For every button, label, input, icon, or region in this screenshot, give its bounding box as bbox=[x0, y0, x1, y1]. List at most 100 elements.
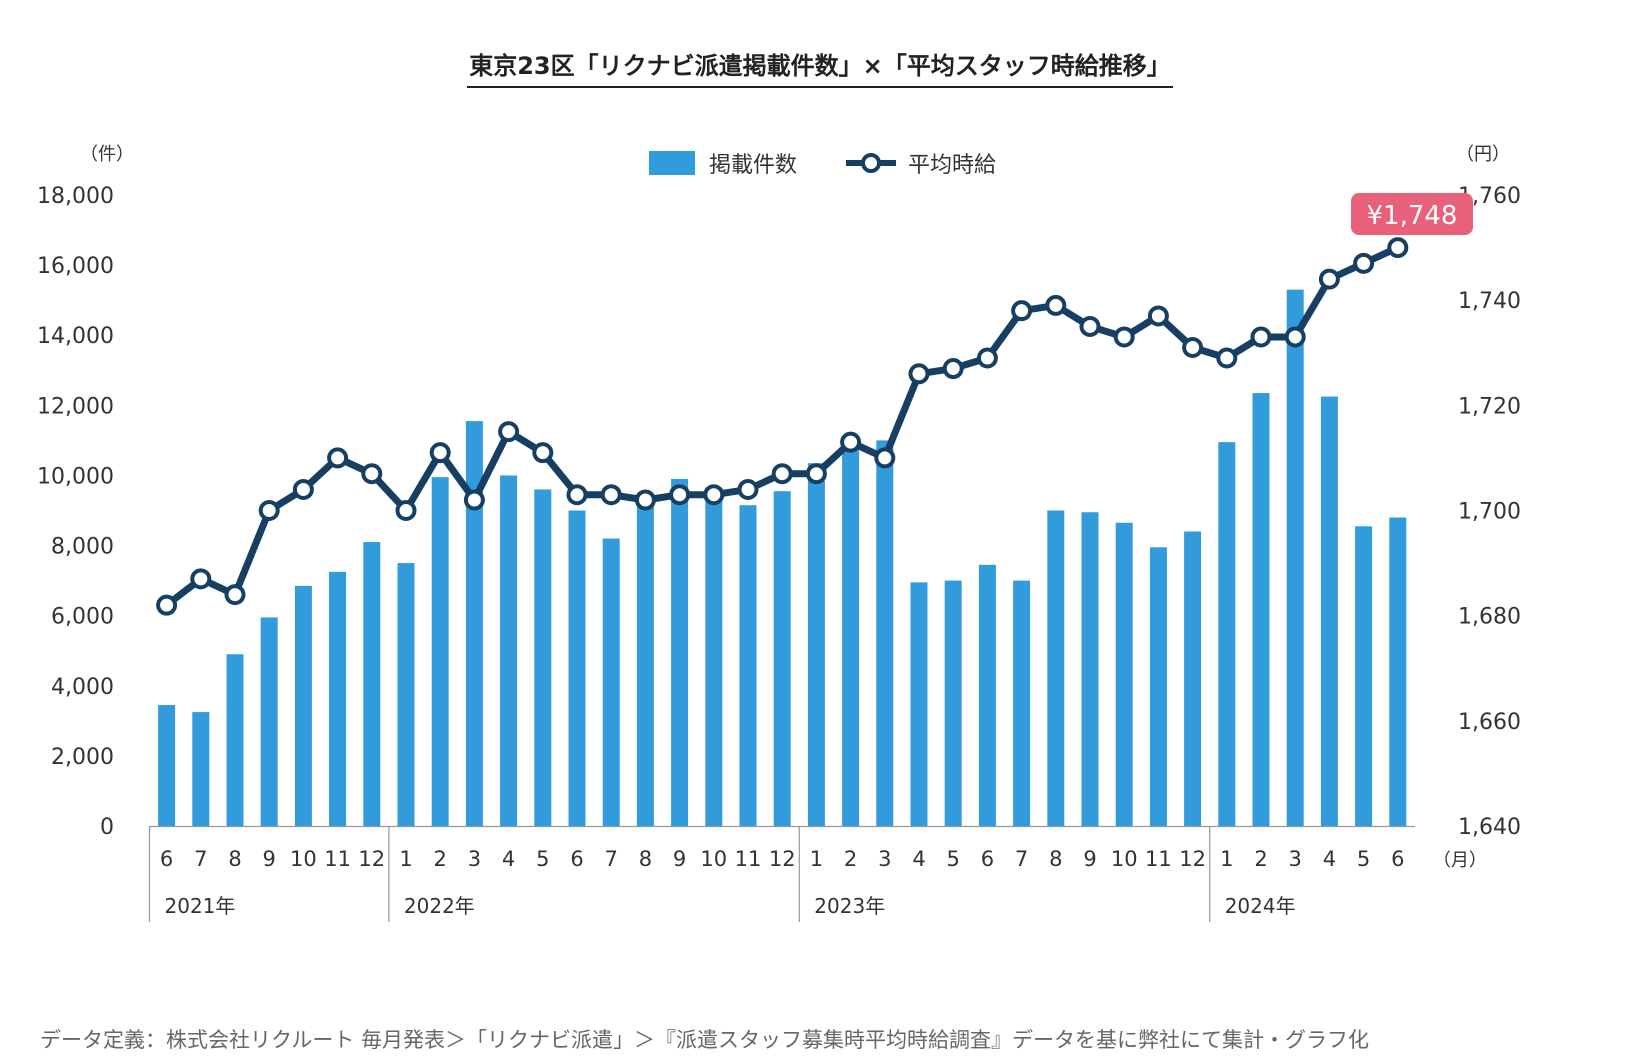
bar bbox=[397, 563, 415, 826]
month-label: 6 bbox=[981, 847, 994, 871]
line-point bbox=[634, 489, 656, 511]
x-axis-unit: （月） bbox=[1433, 850, 1487, 871]
bar bbox=[910, 582, 928, 826]
bar bbox=[1218, 442, 1236, 826]
left-tick-label: 2,000 bbox=[51, 745, 114, 770]
month-label: 12 bbox=[1179, 847, 1206, 871]
callout-box bbox=[1351, 193, 1473, 235]
line-point bbox=[1045, 294, 1067, 316]
bar bbox=[329, 571, 347, 826]
month-label: 10 bbox=[700, 847, 727, 871]
year-label: 2024年 bbox=[1225, 894, 1296, 918]
year-label: 2021年 bbox=[165, 894, 236, 918]
line-point bbox=[532, 442, 554, 464]
line-point bbox=[1387, 237, 1409, 259]
bar bbox=[1286, 289, 1304, 826]
bar bbox=[876, 440, 894, 826]
line-point bbox=[190, 568, 212, 590]
line-point bbox=[156, 594, 178, 616]
month-label: 3 bbox=[878, 847, 891, 871]
line-point bbox=[1250, 326, 1272, 348]
bar bbox=[568, 510, 586, 826]
line-point bbox=[669, 484, 691, 506]
bar bbox=[705, 501, 723, 826]
month-label: 11 bbox=[324, 847, 351, 871]
line-point bbox=[1113, 326, 1135, 348]
month-label: 10 bbox=[290, 847, 317, 871]
month-label: 7 bbox=[1015, 847, 1028, 871]
bar bbox=[773, 491, 791, 826]
line-point bbox=[1353, 252, 1375, 274]
source-note: データ定義：株式会社リクルート 毎月発表＞「リクナビ派遣」＞『派遣スタッフ募集時… bbox=[40, 1028, 1370, 1052]
right-tick-label: 1,740 bbox=[1458, 289, 1521, 314]
line-point bbox=[1284, 326, 1306, 348]
month-label: 4 bbox=[502, 847, 515, 871]
month-label: 9 bbox=[673, 847, 686, 871]
left-tick-label: 16,000 bbox=[37, 254, 114, 279]
left-tick-label: 14,000 bbox=[37, 324, 114, 349]
line-point bbox=[976, 347, 998, 369]
bar bbox=[1355, 526, 1373, 826]
line-point bbox=[1216, 347, 1238, 369]
left-tick-label: 6,000 bbox=[51, 605, 114, 630]
line-point bbox=[566, 484, 588, 506]
line-point bbox=[395, 500, 417, 521]
year-label: 2023年 bbox=[814, 894, 885, 918]
right-tick-label: 1,660 bbox=[1458, 710, 1521, 735]
bar bbox=[1013, 580, 1031, 826]
month-label: 4 bbox=[1323, 847, 1336, 871]
combo-chart: 0 2,000 4,000 6,000 8,000 10,000 12,000 14,000 1… bbox=[37, 144, 1521, 922]
legend-swatch-bar bbox=[649, 151, 695, 175]
left-axis-unit: （件） bbox=[80, 144, 134, 165]
year-label: 2022年 bbox=[404, 894, 475, 918]
line-point bbox=[1011, 300, 1033, 322]
bar bbox=[944, 580, 962, 826]
month-label: 6 bbox=[1391, 847, 1404, 871]
bar bbox=[431, 477, 449, 826]
line-point bbox=[498, 421, 520, 443]
month-label: 10 bbox=[1111, 847, 1138, 871]
bar bbox=[1320, 396, 1338, 826]
bar bbox=[602, 538, 620, 826]
month-label: 12 bbox=[769, 847, 796, 871]
month-label: 9 bbox=[1083, 847, 1096, 871]
left-tick-label: 12,000 bbox=[37, 394, 114, 419]
left-tick-label: 18,000 bbox=[37, 184, 114, 209]
bar bbox=[1047, 510, 1065, 826]
month-label: 3 bbox=[468, 847, 481, 871]
bar bbox=[1252, 393, 1270, 826]
chart-title-text: 東京23区「リクナビ派遣掲載件数」×「平均スタッフ時給推移」 bbox=[467, 52, 1173, 88]
month-label: 12 bbox=[358, 847, 385, 871]
month-label: 8 bbox=[639, 847, 652, 871]
month-label: 4 bbox=[912, 847, 925, 871]
month-label: 3 bbox=[1289, 847, 1302, 871]
callout-text: ¥1,748 bbox=[1367, 201, 1458, 231]
month-label: 6 bbox=[570, 847, 583, 871]
line-point bbox=[874, 447, 896, 469]
bar bbox=[534, 489, 552, 826]
line-point bbox=[224, 584, 246, 606]
bar bbox=[739, 505, 757, 826]
line-point bbox=[1079, 315, 1101, 337]
month-label: 5 bbox=[536, 847, 549, 871]
legend-label: 掲載件数 bbox=[709, 153, 797, 178]
line-point bbox=[429, 442, 451, 464]
month-label: 8 bbox=[228, 847, 241, 871]
bar bbox=[1389, 517, 1407, 826]
bar bbox=[807, 463, 825, 826]
month-label: 1 bbox=[810, 847, 823, 871]
bar bbox=[978, 564, 996, 826]
bar bbox=[842, 436, 860, 826]
bar-series bbox=[158, 289, 1407, 826]
line-point bbox=[258, 500, 280, 521]
legend-label: 平均時給 bbox=[908, 153, 996, 178]
month-label: 11 bbox=[735, 847, 762, 871]
line-point bbox=[463, 489, 485, 511]
line-point bbox=[908, 363, 930, 385]
month-label: 1 bbox=[399, 847, 412, 871]
line-point bbox=[327, 447, 349, 469]
right-tick-label: 1,640 bbox=[1458, 815, 1521, 840]
month-label: 1 bbox=[1220, 847, 1233, 871]
line-point bbox=[1318, 268, 1340, 290]
month-label: 8 bbox=[1049, 847, 1062, 871]
